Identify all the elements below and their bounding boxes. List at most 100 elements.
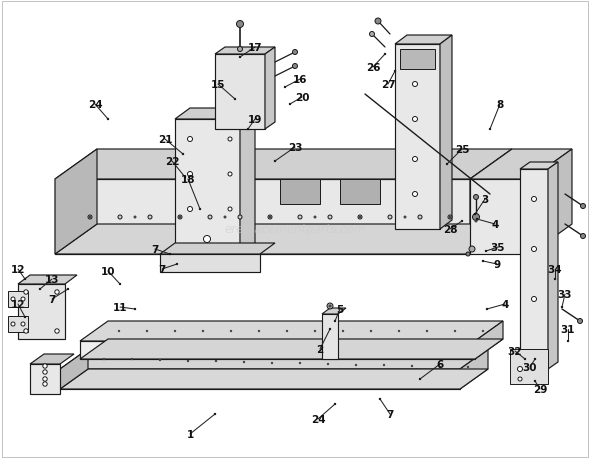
- Circle shape: [238, 216, 242, 219]
- Circle shape: [131, 358, 133, 360]
- Circle shape: [418, 216, 422, 219]
- Circle shape: [230, 330, 232, 332]
- Circle shape: [284, 87, 286, 89]
- Circle shape: [134, 308, 136, 311]
- Polygon shape: [160, 254, 260, 272]
- Circle shape: [448, 216, 451, 219]
- Polygon shape: [80, 341, 475, 359]
- Circle shape: [448, 216, 452, 219]
- Text: 24: 24: [88, 100, 102, 110]
- Circle shape: [88, 216, 92, 219]
- Circle shape: [461, 220, 463, 223]
- Text: 7: 7: [151, 245, 159, 254]
- Circle shape: [298, 216, 302, 219]
- Circle shape: [388, 216, 392, 219]
- Circle shape: [534, 358, 536, 360]
- Text: 19: 19: [248, 115, 262, 125]
- Text: 2: 2: [316, 344, 324, 354]
- Circle shape: [247, 129, 249, 131]
- Circle shape: [43, 364, 47, 369]
- Circle shape: [43, 370, 47, 375]
- Text: 1: 1: [186, 429, 194, 439]
- Polygon shape: [470, 179, 530, 254]
- Text: 3: 3: [481, 195, 489, 205]
- Circle shape: [184, 176, 186, 179]
- Circle shape: [489, 129, 491, 131]
- Polygon shape: [30, 354, 74, 364]
- Circle shape: [328, 216, 332, 219]
- Polygon shape: [400, 50, 435, 70]
- Polygon shape: [18, 285, 65, 339]
- Text: 6: 6: [437, 359, 444, 369]
- Circle shape: [369, 33, 375, 38]
- Text: 5: 5: [336, 304, 343, 314]
- Text: 21: 21: [158, 134, 172, 145]
- Text: 30: 30: [523, 362, 537, 372]
- Circle shape: [532, 247, 536, 252]
- Polygon shape: [395, 36, 452, 45]
- Text: 10: 10: [101, 266, 115, 276]
- Polygon shape: [460, 349, 488, 389]
- Text: 20: 20: [295, 93, 309, 103]
- Circle shape: [359, 216, 362, 219]
- Circle shape: [476, 218, 478, 221]
- Text: 12: 12: [11, 264, 25, 274]
- Text: 29: 29: [533, 384, 547, 394]
- Circle shape: [215, 360, 217, 363]
- Text: 18: 18: [181, 174, 195, 185]
- Polygon shape: [80, 321, 503, 341]
- Text: 7: 7: [158, 264, 166, 274]
- Text: 34: 34: [548, 264, 562, 274]
- Circle shape: [482, 260, 484, 263]
- Circle shape: [118, 216, 122, 219]
- Circle shape: [581, 234, 585, 239]
- Circle shape: [21, 297, 25, 302]
- Circle shape: [174, 330, 176, 332]
- Circle shape: [55, 329, 59, 334]
- Polygon shape: [322, 314, 338, 359]
- Circle shape: [24, 278, 26, 280]
- Circle shape: [518, 377, 522, 381]
- Circle shape: [379, 398, 381, 400]
- Circle shape: [268, 216, 271, 219]
- Circle shape: [24, 316, 26, 319]
- Circle shape: [202, 330, 204, 332]
- Circle shape: [578, 319, 582, 324]
- Circle shape: [293, 50, 297, 56]
- Circle shape: [228, 207, 232, 212]
- Polygon shape: [548, 162, 558, 369]
- Circle shape: [187, 360, 189, 363]
- Circle shape: [204, 236, 211, 243]
- Polygon shape: [55, 224, 512, 254]
- Circle shape: [238, 47, 242, 52]
- Circle shape: [146, 330, 148, 332]
- Circle shape: [375, 19, 381, 25]
- Circle shape: [517, 367, 523, 372]
- Circle shape: [561, 306, 563, 308]
- Polygon shape: [8, 291, 28, 308]
- Circle shape: [103, 358, 105, 360]
- Circle shape: [228, 173, 232, 177]
- Circle shape: [179, 216, 182, 219]
- Polygon shape: [520, 162, 558, 170]
- Polygon shape: [55, 150, 97, 254]
- Circle shape: [274, 161, 276, 163]
- Text: 16: 16: [293, 75, 307, 85]
- Circle shape: [237, 22, 244, 28]
- Circle shape: [474, 213, 476, 216]
- Circle shape: [243, 361, 245, 364]
- Text: 4: 4: [502, 299, 509, 309]
- Circle shape: [239, 56, 241, 59]
- Polygon shape: [530, 150, 572, 254]
- Circle shape: [107, 118, 109, 121]
- Circle shape: [169, 253, 171, 256]
- Circle shape: [148, 216, 152, 219]
- Polygon shape: [340, 179, 380, 205]
- Circle shape: [370, 330, 372, 332]
- Polygon shape: [475, 321, 503, 359]
- Text: 12: 12: [11, 299, 25, 309]
- Circle shape: [214, 413, 216, 415]
- Circle shape: [182, 153, 184, 156]
- Circle shape: [159, 359, 161, 361]
- Circle shape: [355, 364, 357, 366]
